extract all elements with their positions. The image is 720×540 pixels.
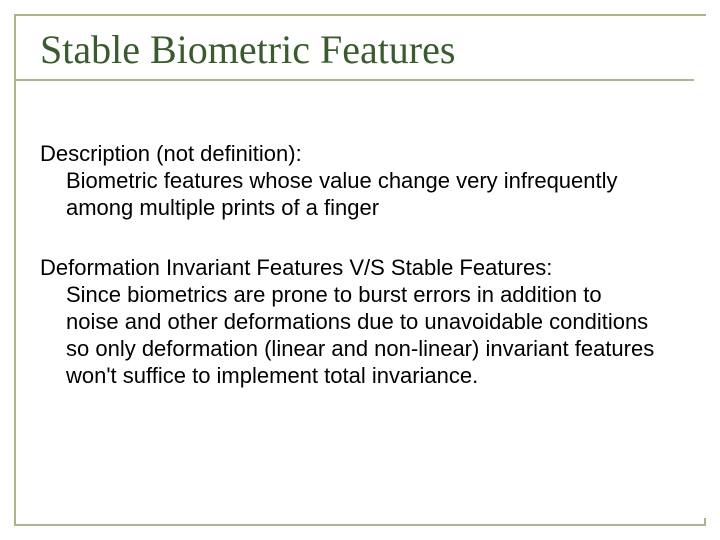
block-body: Since biometrics are prone to burst erro… — [40, 282, 658, 389]
border-top — [14, 14, 706, 16]
content-block: Description (not definition): Biometric … — [40, 141, 658, 221]
slide-title: Stable Biometric Features — [26, 16, 694, 73]
border-right-stub — [704, 518, 706, 526]
border-bottom — [14, 524, 706, 526]
block-heading: Deformation Invariant Features V/S Stabl… — [40, 255, 658, 282]
slide-content: Description (not definition): Biometric … — [26, 81, 694, 390]
content-block: Deformation Invariant Features V/S Stabl… — [40, 255, 658, 389]
block-body: Biometric features whose value change ve… — [40, 168, 658, 222]
slide: Stable Biometric Features Description (n… — [0, 0, 720, 540]
border-left — [14, 14, 16, 526]
block-heading: Description (not definition): — [40, 141, 658, 168]
